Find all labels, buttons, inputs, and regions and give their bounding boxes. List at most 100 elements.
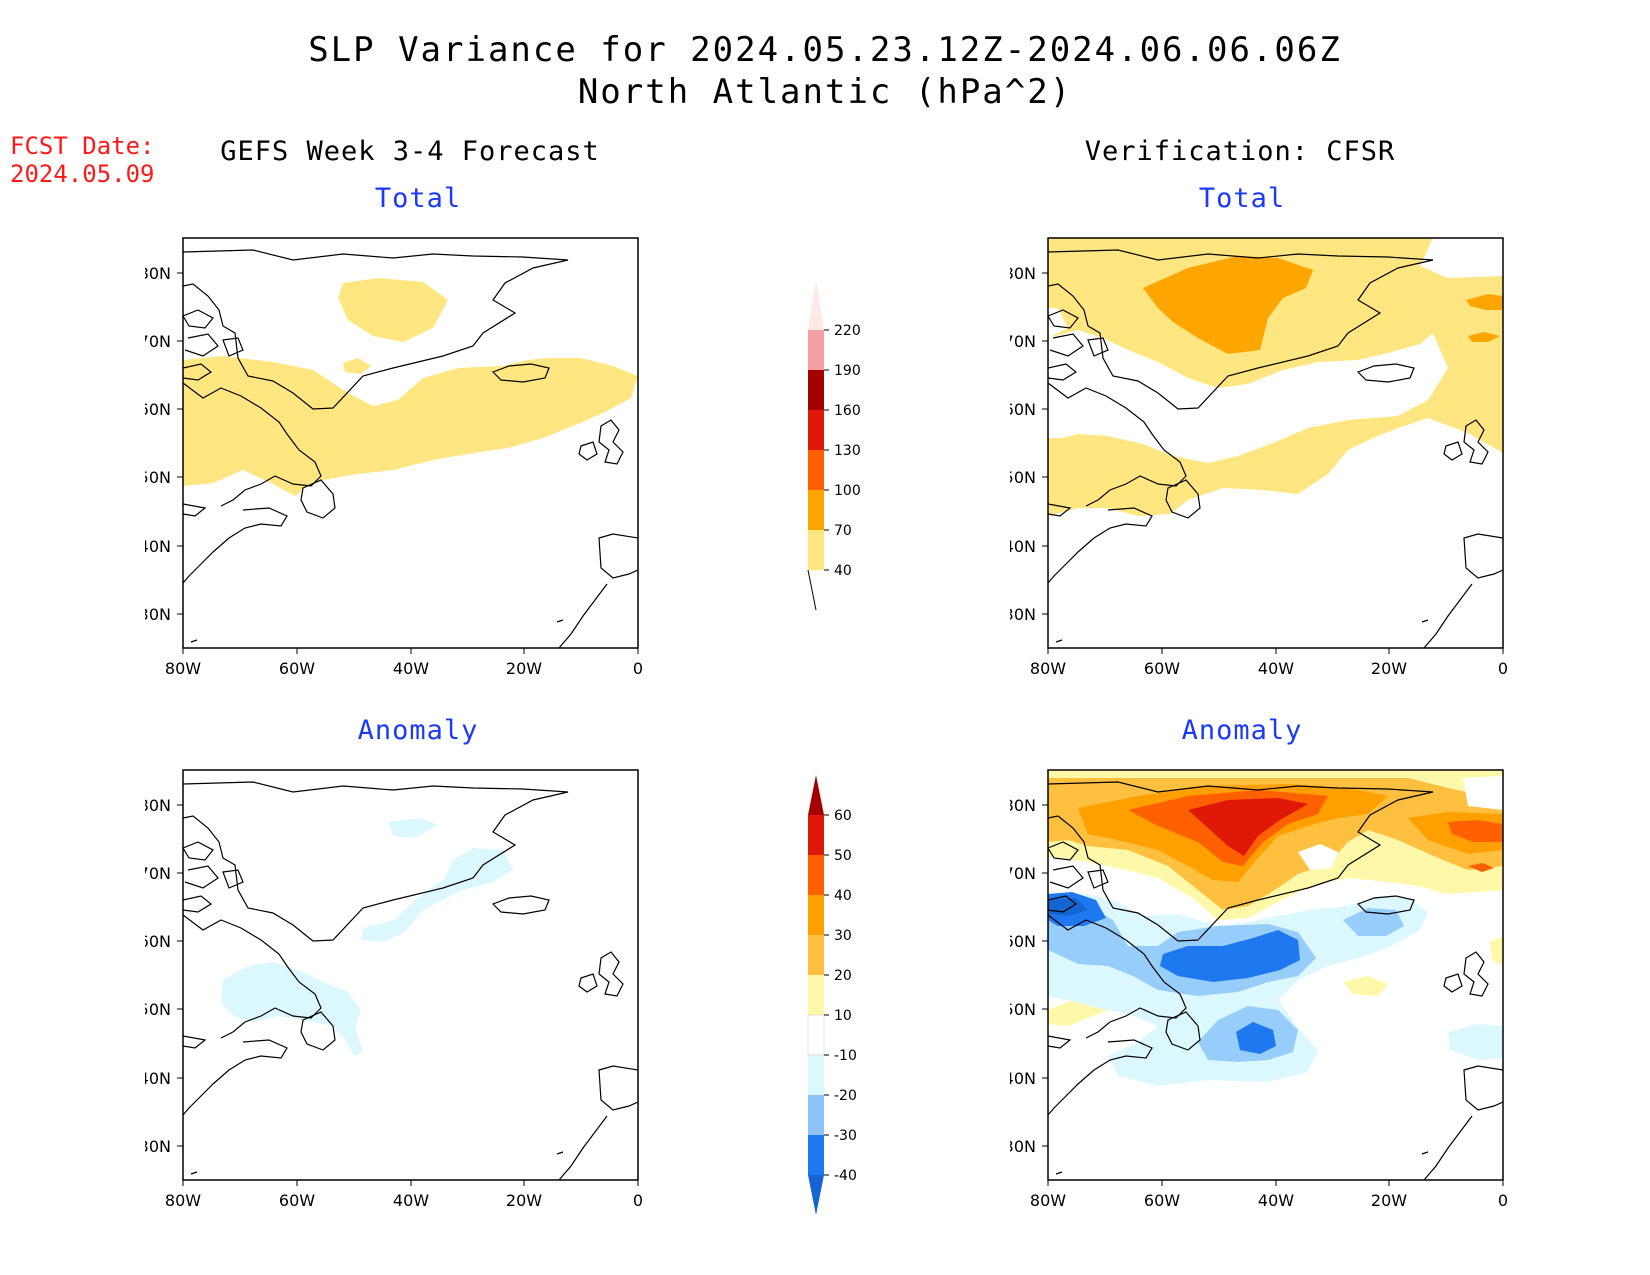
contour-fill-neg10 bbox=[388, 818, 438, 838]
lon-tick-label: 60W bbox=[279, 659, 315, 678]
colorbar-segment bbox=[808, 895, 824, 935]
lon-tick-label: 40W bbox=[1258, 659, 1294, 678]
contour-fill-neg10 bbox=[361, 848, 513, 942]
lat-tick-label: 80N bbox=[145, 264, 171, 283]
lat-tick-label: 80N bbox=[1010, 796, 1036, 815]
colorbar-bottom-end bbox=[807, 569, 817, 611]
column-title-forecast: GEFS Week 3-4 Forecast bbox=[220, 136, 600, 167]
colorbar-segment bbox=[808, 1175, 824, 1215]
lat-tick-label: 50N bbox=[145, 1000, 171, 1019]
colorbar-segment bbox=[808, 975, 824, 1015]
colorbar-label: 40 bbox=[834, 563, 852, 579]
lat-tick-label: 50N bbox=[1010, 468, 1036, 487]
lon-tick-label: 20W bbox=[506, 659, 542, 678]
colorbar-segment bbox=[808, 1135, 824, 1175]
contour-fill-pos10 bbox=[1343, 976, 1388, 996]
colorbar-label: 130 bbox=[834, 443, 861, 459]
lat-tick-label: 80N bbox=[145, 796, 171, 815]
lon-tick-label: 60W bbox=[1144, 1191, 1180, 1210]
colorbar-label: 220 bbox=[834, 323, 861, 339]
lon-tick-label: 40W bbox=[1258, 1191, 1294, 1210]
contour-fill-pos40 bbox=[1468, 863, 1494, 872]
colorbar-segment bbox=[808, 855, 824, 895]
lat-tick-label: 40N bbox=[1010, 1069, 1036, 1088]
lat-tick-label: 60N bbox=[145, 400, 171, 419]
lon-tick-label: 80W bbox=[1030, 659, 1066, 678]
colorbar-label: 190 bbox=[834, 363, 861, 379]
contour-fill-pos40 bbox=[1448, 820, 1503, 842]
colorbar-segment bbox=[808, 1015, 824, 1055]
colorbar-segment bbox=[808, 530, 824, 570]
colorbar-label: 20 bbox=[834, 968, 852, 984]
lat-tick-label: 70N bbox=[145, 864, 171, 883]
lat-tick-label: 30N bbox=[1010, 1137, 1036, 1156]
lat-tick-label: 30N bbox=[145, 1137, 171, 1156]
colorbar-segment bbox=[808, 490, 824, 530]
fcst-label: FCST Date: bbox=[10, 132, 155, 160]
lat-tick-label: 60N bbox=[145, 932, 171, 951]
lat-tick-label: 60N bbox=[1010, 932, 1036, 951]
panel-title-forecast-anomaly: Anomaly bbox=[357, 715, 479, 746]
contour-fill-neg20 bbox=[1343, 908, 1404, 936]
colorbar-segment bbox=[808, 370, 824, 410]
lat-tick-label: 30N bbox=[145, 605, 171, 624]
colorbar-segment bbox=[808, 815, 824, 855]
fcst-date: 2024.05.09 bbox=[10, 160, 155, 188]
lat-tick-label: 40N bbox=[145, 1069, 171, 1088]
lat-axis bbox=[177, 272, 639, 654]
lat-tick-label: 70N bbox=[1010, 332, 1036, 351]
colorbar-label: 60 bbox=[834, 808, 852, 824]
lon-tick-label: 0 bbox=[1498, 659, 1508, 678]
lon-tick-label: 60W bbox=[279, 1191, 315, 1210]
lon-tick-label: 20W bbox=[1371, 659, 1407, 678]
contour-fill-40-70 bbox=[338, 278, 448, 342]
contour-fill-neutral bbox=[1298, 844, 1338, 870]
colorbar-segment bbox=[808, 935, 824, 975]
colorbar-label: 30 bbox=[834, 928, 852, 944]
lon-tick-label: 40W bbox=[393, 659, 429, 678]
colorbar-label: 10 bbox=[834, 1008, 852, 1024]
lat-tick-label: 50N bbox=[1010, 1000, 1036, 1019]
colorbar-segment bbox=[808, 450, 824, 490]
lat-tick-label: 80N bbox=[1010, 264, 1036, 283]
contour-fill-70-100 bbox=[1468, 332, 1500, 342]
lon-tick-label: 40W bbox=[393, 1191, 429, 1210]
main-subtitle: North Atlantic (hPa^2) bbox=[577, 72, 1073, 112]
map-verification-total: 80N 70N 60N 50N 40N 30N 80W 60W 40W 20W … bbox=[1010, 237, 1508, 678]
contour-fill-40-70 bbox=[343, 358, 371, 374]
panel-title-verification-total: Total bbox=[1198, 183, 1286, 214]
lon-tick-label: 60W bbox=[1144, 659, 1180, 678]
panel-title-forecast-total: Total bbox=[374, 183, 462, 214]
colorbar-segment bbox=[808, 280, 824, 330]
contour-fill-neg30 bbox=[1236, 1022, 1276, 1054]
colorbar-segment bbox=[808, 1095, 824, 1135]
contour-fill-neg10 bbox=[221, 962, 363, 1056]
contour-fill-40-70 bbox=[183, 356, 638, 496]
colorbar-neutral-outline bbox=[807, 1014, 825, 1056]
colorbar-anomaly: -40 -30 -20 -10 10 20 30 40 50 60 bbox=[807, 775, 857, 1215]
colorbar-label: -10 bbox=[834, 1048, 857, 1064]
contour-fill-neg10 bbox=[1448, 1024, 1503, 1060]
lon-tick-label: 0 bbox=[633, 1191, 643, 1210]
contour-fill-70-100 bbox=[1466, 294, 1503, 310]
colorbar-label: 50 bbox=[834, 848, 852, 864]
contour-fill-pos50 bbox=[1188, 798, 1308, 856]
lon-tick-label: 0 bbox=[633, 659, 643, 678]
panel-title-verification-anomaly: Anomaly bbox=[1181, 715, 1303, 746]
main-title: SLP Variance for 2024.05.23.12Z-2024.06.… bbox=[308, 30, 1342, 70]
colorbar-label: 100 bbox=[834, 483, 861, 499]
lat-tick-label: 50N bbox=[145, 468, 171, 487]
lon-tick-label: 80W bbox=[165, 1191, 201, 1210]
contour-fill-neutral bbox=[1463, 776, 1503, 810]
lon-tick-label: 20W bbox=[1371, 1191, 1407, 1210]
contour-fill-70-100 bbox=[1143, 256, 1313, 354]
colorbar-segment bbox=[808, 330, 824, 370]
colorbar-label: -20 bbox=[834, 1088, 857, 1104]
contour-fill-pos10 bbox=[1490, 936, 1503, 966]
colorbar-segment bbox=[808, 410, 824, 450]
column-title-verification: Verification: CFSR bbox=[1084, 136, 1396, 167]
colorbar-total: 40 70 100 130 160 190 220 bbox=[807, 280, 861, 611]
contour-fill-neg30 bbox=[1160, 930, 1300, 982]
map-forecast-anomaly: 80N 70N 60N 50N 40N 30N 80W 60W 40W 20W … bbox=[145, 769, 643, 1210]
map-verification-anomaly: 80N 70N 60N 50N 40N 30N 80W 60W 40W 20W … bbox=[1010, 769, 1508, 1210]
